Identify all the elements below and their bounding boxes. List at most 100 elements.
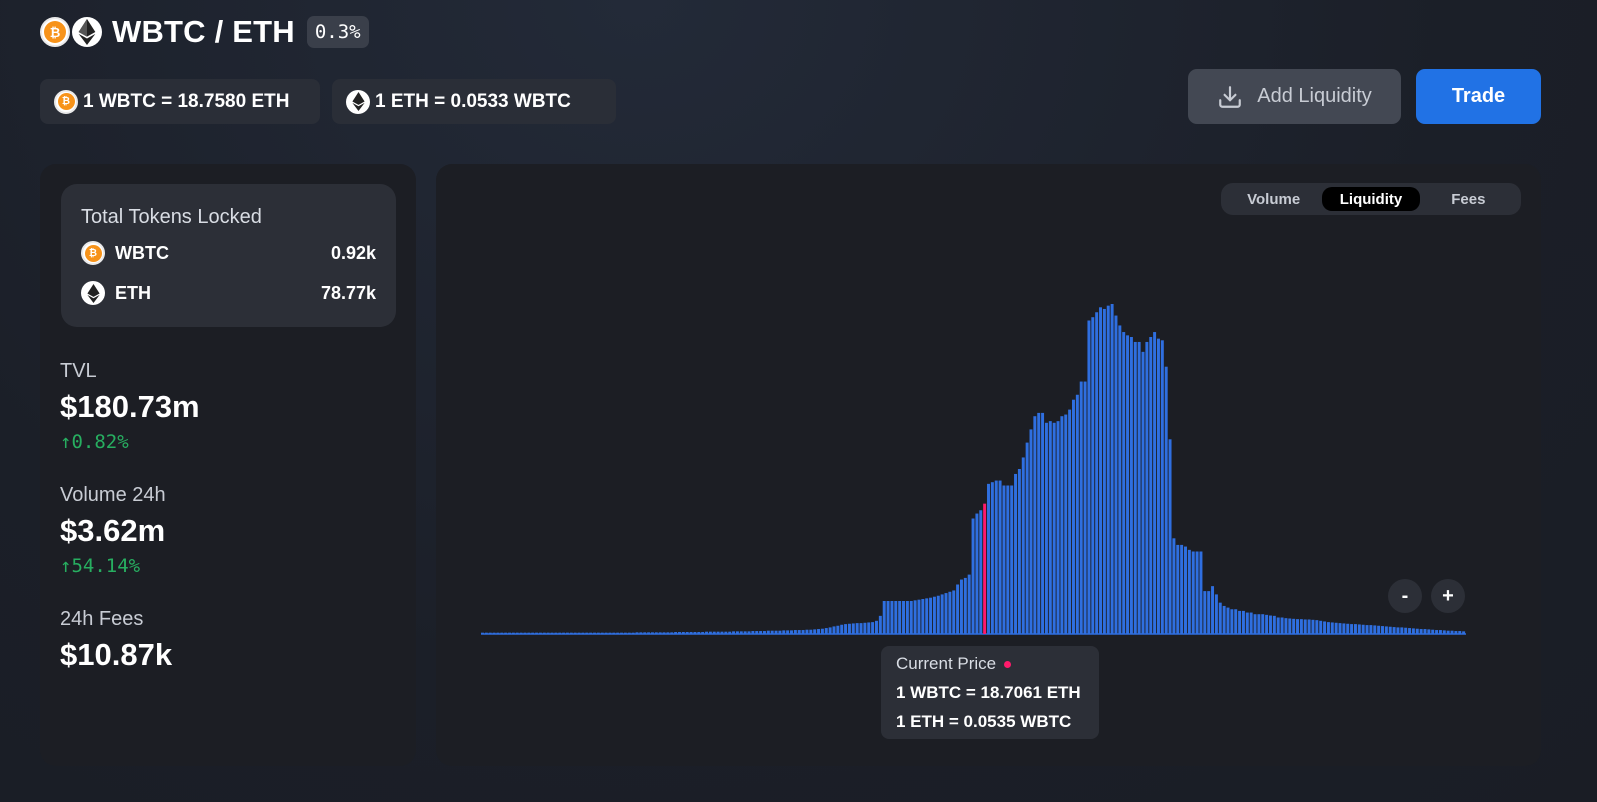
liquidity-bar[interactable]	[836, 625, 840, 634]
liquidity-bar[interactable]	[1048, 421, 1052, 634]
liquidity-bar[interactable]	[770, 630, 774, 634]
liquidity-bar[interactable]	[531, 632, 535, 634]
liquidity-bar[interactable]	[612, 632, 616, 634]
liquidity-bar[interactable]	[1160, 340, 1164, 634]
liquidity-bar[interactable]	[1091, 317, 1095, 634]
liquidity-bar[interactable]	[538, 632, 542, 634]
liquidity-bar[interactable]	[743, 631, 747, 634]
liquidity-bar[interactable]	[562, 632, 566, 634]
liquidity-bar[interactable]	[963, 577, 967, 634]
liquidity-bar[interactable]	[635, 632, 639, 634]
liquidity-bar[interactable]	[1087, 320, 1091, 635]
liquidity-bar[interactable]	[496, 632, 500, 634]
liquidity-bar[interactable]	[1095, 312, 1099, 634]
liquidity-bar[interactable]	[820, 628, 824, 634]
liquidity-bar[interactable]	[851, 623, 855, 634]
liquidity-bar[interactable]	[519, 632, 523, 634]
liquidity-bar[interactable]	[1272, 615, 1276, 634]
liquidity-bar[interactable]	[1450, 630, 1454, 634]
liquidity-bar[interactable]	[1176, 544, 1180, 634]
liquidity-bar[interactable]	[508, 632, 511, 634]
liquidity-bar[interactable]	[1072, 399, 1075, 634]
liquidity-bar[interactable]	[1199, 551, 1203, 635]
liquidity-bar[interactable]	[759, 631, 763, 634]
liquidity-bar[interactable]	[824, 628, 828, 634]
liquidity-bar[interactable]	[1114, 315, 1118, 634]
liquidity-bar[interactable]	[994, 480, 998, 634]
liquidity-bar[interactable]	[720, 631, 724, 634]
tab-volume[interactable]: Volume	[1247, 190, 1301, 208]
liquidity-bar[interactable]	[751, 631, 755, 634]
liquidity-bar[interactable]	[790, 630, 793, 634]
liquidity-bar[interactable]	[1442, 630, 1446, 634]
liquidity-bar[interactable]	[1303, 619, 1307, 634]
liquidity-bar[interactable]	[1006, 485, 1010, 635]
liquidity-bar[interactable]	[1280, 617, 1284, 635]
liquidity-bar[interactable]	[1060, 416, 1064, 634]
liquidity-bar[interactable]	[1126, 335, 1130, 634]
liquidity-bar[interactable]	[975, 513, 979, 634]
liquidity-bar[interactable]	[1052, 422, 1056, 634]
liquidity-bar[interactable]	[650, 632, 654, 634]
liquidity-bar[interactable]	[878, 615, 882, 634]
liquidity-bar[interactable]	[681, 632, 685, 634]
liquidity-bar[interactable]	[1377, 625, 1381, 634]
liquidity-bar[interactable]	[627, 632, 631, 634]
liquidity-bar[interactable]	[1241, 610, 1245, 634]
liquidity-bar[interactable]	[894, 601, 898, 634]
liquidity-bar[interactable]	[1276, 617, 1280, 635]
liquidity-bar[interactable]	[1195, 551, 1199, 635]
liquidity-bar[interactable]	[1214, 594, 1218, 634]
liquidity-bar[interactable]	[1388, 626, 1392, 634]
liquidity-bar[interactable]	[840, 624, 844, 634]
liquidity-bar[interactable]	[550, 632, 554, 634]
liquidity-bar[interactable]	[898, 601, 902, 634]
liquidity-bar[interactable]	[805, 629, 809, 634]
liquidity-bar[interactable]	[565, 632, 569, 634]
liquidity-bar[interactable]	[1326, 622, 1330, 634]
liquidity-bar[interactable]	[871, 622, 875, 634]
liquidity-bar[interactable]	[1191, 551, 1195, 635]
liquidity-bar[interactable]	[959, 579, 963, 634]
liquidity-bar[interactable]	[1099, 307, 1102, 634]
liquidity-bar[interactable]	[481, 632, 484, 634]
liquidity-bar[interactable]	[569, 632, 573, 634]
liquidity-bar[interactable]	[1044, 422, 1048, 634]
liquidity-bar[interactable]	[1218, 602, 1222, 634]
liquidity-bar[interactable]	[863, 622, 867, 634]
liquidity-bar[interactable]	[1110, 304, 1114, 634]
liquidity-bar[interactable]	[535, 632, 539, 634]
liquidity-bar[interactable]	[925, 598, 929, 634]
liquidity-bar[interactable]	[1284, 618, 1288, 634]
liquidity-bar[interactable]	[1265, 614, 1269, 634]
tab-liquidity[interactable]: Liquidity	[1322, 187, 1420, 211]
liquidity-bar[interactable]	[1334, 622, 1338, 634]
liquidity-bar[interactable]	[979, 510, 983, 634]
liquidity-bar[interactable]	[1017, 469, 1021, 634]
liquidity-bar[interactable]	[1145, 341, 1149, 634]
liquidity-bar[interactable]	[1462, 631, 1466, 634]
liquidity-bar[interactable]	[666, 632, 670, 634]
liquidity-bar[interactable]	[1056, 421, 1060, 634]
liquidity-bar[interactable]	[1319, 620, 1323, 634]
liquidity-bar[interactable]	[786, 630, 790, 634]
liquidity-bar[interactable]	[859, 623, 863, 634]
current-price-bar[interactable]	[983, 503, 987, 634]
liquidity-bar[interactable]	[1438, 630, 1442, 634]
liquidity-bar[interactable]	[1311, 619, 1315, 634]
liquidity-bar[interactable]	[554, 632, 558, 634]
liquidity-bar[interactable]	[952, 590, 956, 634]
liquidity-bar[interactable]	[847, 623, 851, 634]
liquidity-bar[interactable]	[1068, 409, 1072, 634]
liquidity-bar[interactable]	[1253, 614, 1257, 634]
liquidity-bar[interactable]	[1025, 442, 1029, 634]
liquidity-bar[interactable]	[1346, 623, 1350, 634]
eth-price-chip[interactable]: 1 ETH = 0.0533 WBTC	[332, 79, 616, 124]
liquidity-bar[interactable]	[1064, 414, 1068, 634]
liquidity-bar[interactable]	[801, 630, 805, 634]
liquidity-bar[interactable]	[932, 596, 936, 634]
liquidity-bar[interactable]	[712, 631, 716, 634]
liquidity-bar[interactable]	[1292, 618, 1296, 634]
chart-type-toggle[interactable]: Volume Liquidity Fees	[1221, 183, 1521, 215]
liquidity-bar[interactable]	[813, 629, 817, 634]
